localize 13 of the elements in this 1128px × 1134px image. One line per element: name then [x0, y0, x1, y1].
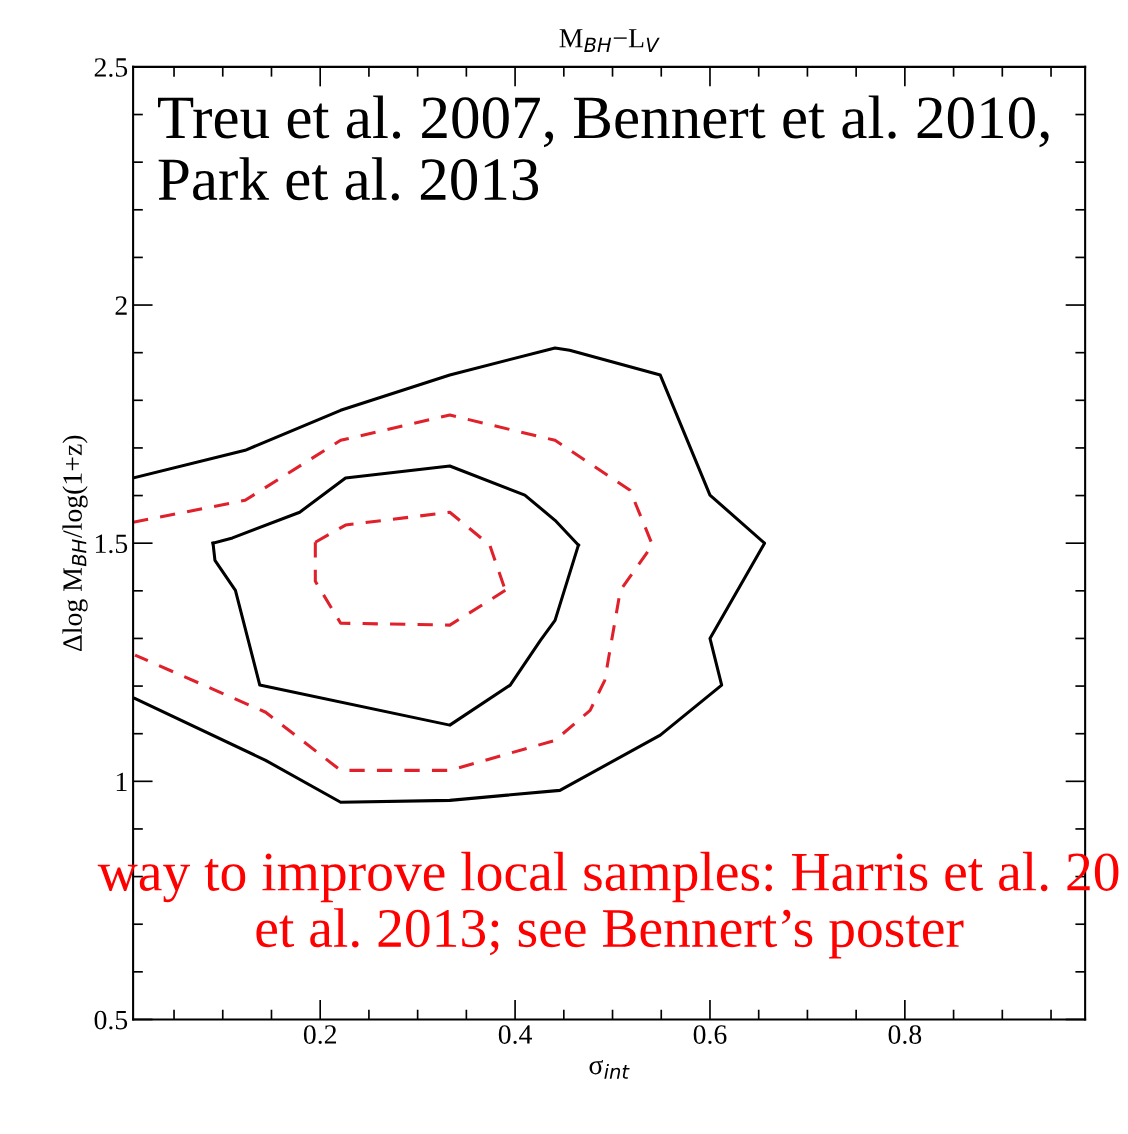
annotation: Treu et al. 2007, Bennert et al. 2010, Park et al. 2013	[158, 95, 1049, 201]
x-tick-label: 0.6	[693, 1025, 727, 1044]
chart-title: M$_{BH}$−L$_{V}$	[559, 29, 660, 52]
y-tick-label: 2	[115, 296, 127, 315]
y-axis-title: Δlog M$_{BH}$/log(1+z)	[62, 435, 88, 652]
y-tick-label: 2.5	[94, 58, 128, 77]
y-tick-label: 1.5	[95, 534, 128, 554]
x-tick-label: 0.8	[888, 1025, 922, 1044]
y-tick-label: 1	[116, 772, 127, 791]
x-tick-label: 0.4	[498, 1025, 533, 1044]
y-tick-label: 0.5	[94, 1010, 128, 1030]
x-axis-title: σ$_{int}$	[589, 1059, 630, 1079]
x-tick-label: 0.2	[303, 1025, 337, 1044]
